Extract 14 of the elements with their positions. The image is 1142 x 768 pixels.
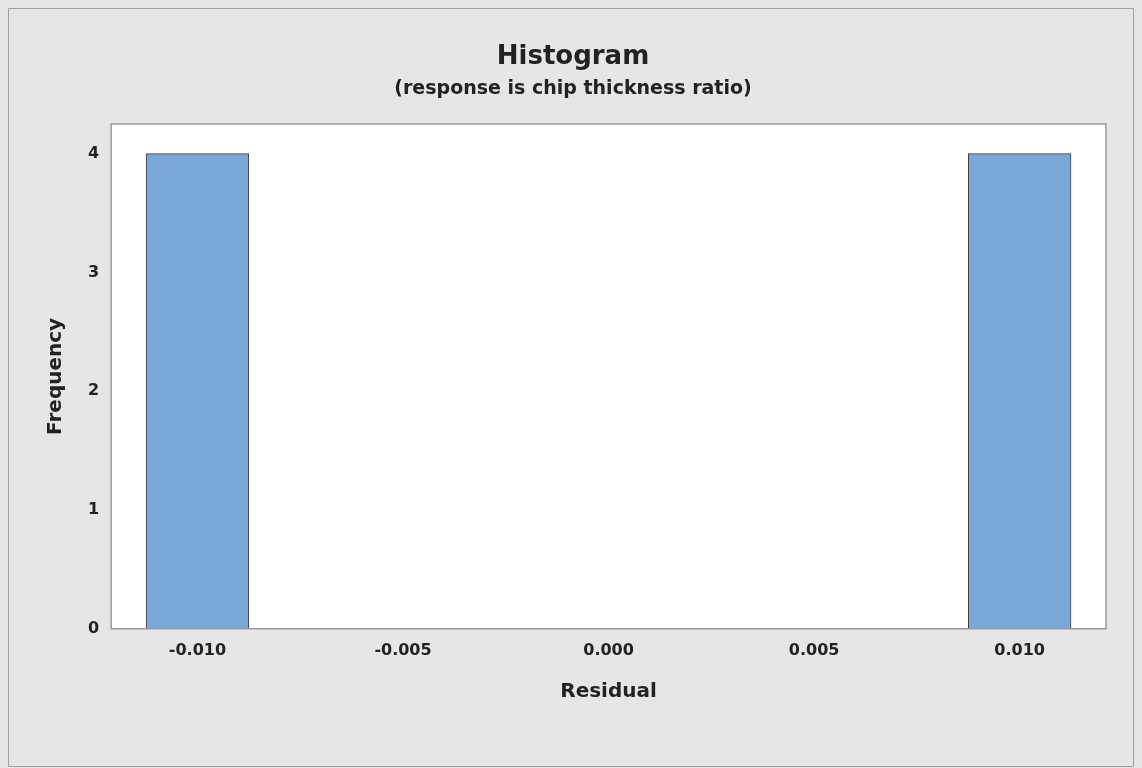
y-tick-label: 0 (87, 617, 100, 637)
x-axis-title: Residual (560, 678, 657, 703)
chart-subtitle: (response is chip thickness ratio) (394, 75, 752, 98)
y-tick-label: 3 (87, 261, 100, 281)
x-tick-label: -0.010 (168, 639, 227, 659)
x-tick-label: -0.005 (374, 639, 432, 659)
y-tick-label: 1 (87, 499, 100, 519)
x-tick-label: 0.005 (788, 639, 840, 659)
y-axis-title: Frequency (42, 317, 67, 435)
x-tick-label: 0.000 (583, 639, 634, 659)
y-tick-label: 2 (87, 380, 100, 400)
chart-title: Histogram (496, 40, 650, 71)
x-tick-label: 0.010 (994, 639, 1045, 659)
y-tick-label: 4 (87, 142, 100, 162)
